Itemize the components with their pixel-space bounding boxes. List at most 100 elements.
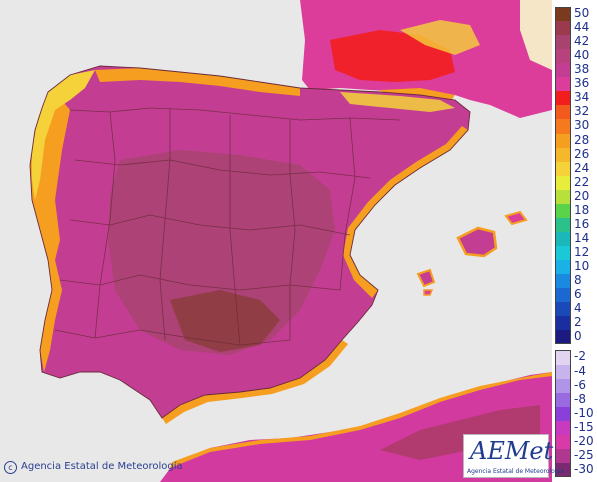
legend-swatch <box>555 161 571 176</box>
africa-region <box>160 372 552 482</box>
legend-swatch <box>555 231 571 247</box>
temperature-map <box>0 0 552 482</box>
legend-swatch <box>555 119 571 134</box>
legend-label: -8 <box>574 391 586 406</box>
legend-swatch <box>555 434 571 449</box>
legend-swatch <box>555 203 571 218</box>
legend-label: 26 <box>574 146 590 161</box>
ebro-yellow <box>340 92 455 112</box>
legend-swatch <box>555 77 571 92</box>
legend-swatch <box>555 7 571 22</box>
legend-item: 36 <box>555 76 597 92</box>
legend-swatch <box>555 316 571 331</box>
legend-label: 8 <box>574 273 582 288</box>
italy-edge <box>520 0 552 70</box>
legend-item: 18 <box>555 202 597 218</box>
legend-item: 0 <box>555 329 597 345</box>
legend-label: 24 <box>574 160 590 175</box>
legend-item: 20 <box>555 188 597 204</box>
legend-label: 12 <box>574 245 590 260</box>
legend-label: 34 <box>574 90 590 105</box>
legend-swatch <box>555 63 571 78</box>
peninsula-outline <box>29 65 471 419</box>
legend-swatch <box>555 330 571 345</box>
legend-item: 4 <box>555 301 597 317</box>
logo-subtitle: Agencia Estatal de Meteorología <box>467 468 564 475</box>
legend-label: 4 <box>574 301 582 316</box>
legend-swatch <box>555 175 571 190</box>
legend-item: 38 <box>555 62 597 78</box>
legend-swatch <box>555 91 571 106</box>
legend-label: 0 <box>574 329 582 344</box>
legend-label: 42 <box>574 34 590 49</box>
legend-item: -25 <box>555 447 597 463</box>
legend-label: 38 <box>574 62 590 77</box>
legend-label: -4 <box>574 363 586 378</box>
legend-label: 30 <box>574 118 590 133</box>
legend-swatch <box>555 378 571 393</box>
legend-label: 16 <box>574 216 590 231</box>
guadalquivir-hot <box>170 290 280 352</box>
temperature-legend: 50 44 42 40 38 36 34 32 30 28 26 24 22 20 18 16 14 12 10 8 6… <box>555 6 597 477</box>
legend-label: -10 <box>574 405 594 420</box>
legend-item: 32 <box>555 104 597 120</box>
copyright-text: Agencia Estatal de Meteorología <box>21 461 183 472</box>
mediterranean-coast-orange <box>343 126 468 298</box>
legend-label: -2 <box>574 349 586 364</box>
legend-item: 14 <box>555 230 597 247</box>
legend-item: 12 <box>555 245 597 261</box>
legend-label: 18 <box>574 202 590 217</box>
legend-item: 6 <box>555 287 597 303</box>
legend-swatch <box>555 133 571 148</box>
legend-item: -4 <box>555 363 597 379</box>
mallorca-island <box>456 226 498 258</box>
legend-item: 8 <box>555 273 597 289</box>
legend-label: 36 <box>574 76 590 91</box>
legend-item: -30 <box>555 461 597 477</box>
aemet-logo: AEMet Agencia Estatal de Meteorología <box>463 434 564 478</box>
legend-swatch <box>555 350 571 365</box>
legend-label: 40 <box>574 48 590 63</box>
legend-label: 28 <box>574 132 590 147</box>
legend-label: -6 <box>574 377 586 392</box>
legend-label: 14 <box>574 230 590 245</box>
legend-item: 40 <box>555 48 597 64</box>
legend-item: 30 <box>555 118 597 134</box>
legend-swatch <box>555 189 571 204</box>
legend-item: 22 <box>555 174 597 190</box>
province-borders <box>54 107 401 346</box>
legend-swatch <box>555 288 571 303</box>
legend-item: 28 <box>555 132 597 148</box>
africa-coast-orange <box>170 372 552 468</box>
legend-swatch <box>555 302 571 317</box>
legend-label: 20 <box>574 188 590 203</box>
legend-item: 24 <box>555 160 597 176</box>
legend-label: 6 <box>574 287 582 302</box>
africa-mountains <box>380 405 540 460</box>
legend-item: 16 <box>555 216 597 232</box>
copyright-symbol: c <box>4 461 17 474</box>
legend-label: -20 <box>574 433 594 448</box>
legend-label: -25 <box>574 447 594 462</box>
legend-item: 34 <box>555 90 597 106</box>
legend-swatch <box>555 448 571 463</box>
france-yellow-area <box>400 20 480 55</box>
legend-swatch <box>555 364 571 379</box>
cantabrian-coast-orange <box>95 68 300 96</box>
legend-swatch <box>555 420 571 435</box>
atlantic-coast-yellow <box>32 70 95 200</box>
legend-item: -2 <box>555 349 597 365</box>
legend-label: 10 <box>574 259 590 274</box>
legend-item: 42 <box>555 34 597 50</box>
logo-wordmark: AEMet <box>470 437 554 465</box>
legend-item: 26 <box>555 146 597 162</box>
legend-swatch <box>555 217 571 232</box>
legend-label: -30 <box>574 461 594 476</box>
legend-swatch <box>555 35 571 50</box>
legend-item: -10 <box>555 405 597 421</box>
formentera-island <box>423 289 434 296</box>
legend-item: -6 <box>555 377 597 393</box>
legend-item: -15 <box>555 420 597 435</box>
legend-swatch <box>555 406 571 421</box>
legend-label: 22 <box>574 174 590 189</box>
